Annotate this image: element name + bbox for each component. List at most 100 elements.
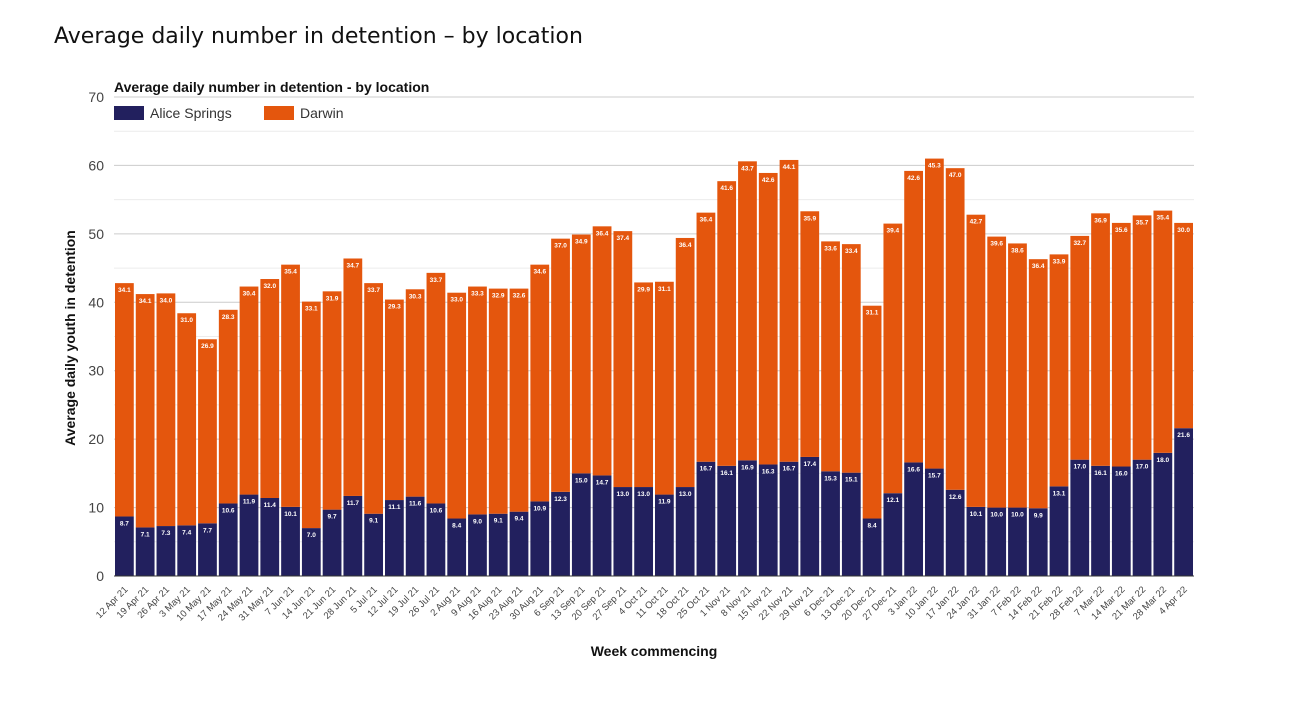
bar-alice-springs bbox=[177, 525, 197, 576]
bar-alice-springs bbox=[239, 494, 259, 576]
bar-alice-springs bbox=[655, 494, 674, 576]
bar-value-label: 31.0 bbox=[180, 317, 193, 324]
bar-darwin bbox=[115, 283, 134, 517]
bar-value-label: 17.0 bbox=[1073, 464, 1086, 471]
bar-darwin bbox=[551, 238, 570, 492]
bar-value-label: 31.9 bbox=[326, 295, 339, 302]
bar-darwin bbox=[343, 258, 363, 496]
bar-darwin bbox=[925, 158, 944, 469]
bar-value-label: 16.7 bbox=[700, 466, 713, 473]
bar-darwin bbox=[862, 305, 882, 519]
bar-alice-springs bbox=[488, 513, 508, 576]
bar-value-label: 21.6 bbox=[1177, 432, 1190, 439]
bar-value-label: 37.0 bbox=[554, 243, 567, 250]
bar-value-label: 39.6 bbox=[990, 241, 1003, 248]
bar-value-label: 36.4 bbox=[700, 217, 713, 224]
bar-value-label: 7.7 bbox=[203, 527, 212, 534]
bar-darwin bbox=[966, 214, 986, 507]
bar-value-label: 15.3 bbox=[824, 475, 837, 482]
bar-value-label: 11.6 bbox=[409, 501, 422, 508]
bar-darwin bbox=[1174, 222, 1193, 429]
bar-alice-springs bbox=[1070, 459, 1090, 576]
bar-value-label: 35.4 bbox=[1157, 215, 1170, 222]
bar-value-label: 30.0 bbox=[1177, 227, 1190, 234]
bar-darwin bbox=[883, 223, 903, 494]
bar-alice-springs bbox=[1008, 507, 1027, 576]
bar-value-label: 39.4 bbox=[887, 228, 900, 235]
bar-value-label: 36.4 bbox=[1032, 263, 1045, 270]
bar-alice-springs bbox=[260, 497, 280, 576]
bar-value-label: 16.1 bbox=[1094, 470, 1107, 477]
bar-value-label: 16.3 bbox=[762, 468, 775, 475]
bar-alice-springs bbox=[738, 460, 757, 576]
bar-alice-springs bbox=[426, 503, 446, 576]
bar-value-label: 7.4 bbox=[182, 529, 191, 536]
bar-alice-springs bbox=[841, 472, 861, 576]
bar-value-label: 35.4 bbox=[284, 269, 297, 276]
bar-value-label: 33.3 bbox=[471, 291, 484, 298]
bar-darwin bbox=[364, 283, 383, 514]
bar-darwin bbox=[1153, 210, 1173, 453]
bar-value-label: 35.9 bbox=[803, 215, 816, 222]
bar-darwin bbox=[717, 181, 737, 466]
bar-alice-springs bbox=[156, 526, 176, 576]
bar-value-label: 32.6 bbox=[513, 293, 526, 300]
bar-alice-springs bbox=[509, 511, 529, 576]
y-tick-label: 50 bbox=[88, 226, 104, 242]
bar-darwin bbox=[1091, 213, 1110, 466]
y-tick-label: 40 bbox=[88, 294, 104, 310]
bar-alice-springs bbox=[343, 495, 363, 576]
bar-value-label: 16.7 bbox=[783, 466, 796, 473]
bar-alice-springs bbox=[779, 461, 799, 576]
y-tick-label: 60 bbox=[88, 157, 104, 173]
bar-darwin bbox=[1028, 259, 1048, 509]
bar-darwin bbox=[1111, 222, 1131, 467]
y-axis-ticks: 0 10 20 30 40 50 60 70 bbox=[88, 89, 104, 584]
bar-value-label: 9.1 bbox=[494, 518, 503, 525]
bar-darwin bbox=[904, 170, 923, 463]
bar-alice-springs bbox=[1111, 466, 1131, 576]
y-tick-label: 30 bbox=[88, 363, 104, 379]
bar-alice-springs bbox=[571, 473, 591, 576]
bar-darwin bbox=[218, 309, 238, 504]
bar-value-label: 34.9 bbox=[575, 239, 588, 246]
legend-swatch bbox=[264, 106, 294, 120]
bar-alice-springs bbox=[405, 496, 425, 576]
bar-value-label: 11.9 bbox=[243, 499, 256, 506]
bar-value-label: 17.4 bbox=[803, 461, 816, 468]
bar-value-label: 9.7 bbox=[328, 514, 337, 521]
chart-title: Average daily number in detention - by l… bbox=[114, 79, 429, 95]
bar-darwin bbox=[800, 211, 820, 457]
bar-value-label: 47.0 bbox=[949, 172, 962, 179]
bar-darwin bbox=[779, 159, 799, 462]
bar-value-label: 30.3 bbox=[409, 293, 422, 300]
bar-value-label: 32.7 bbox=[1073, 240, 1086, 247]
bar-value-label: 7.1 bbox=[141, 531, 150, 538]
bar-value-label: 9.1 bbox=[369, 518, 378, 525]
bar-value-label: 36.9 bbox=[1094, 217, 1107, 224]
bar-value-label: 30.4 bbox=[243, 291, 256, 298]
bar-alice-springs bbox=[364, 513, 383, 576]
bar-alice-springs bbox=[904, 462, 923, 576]
bar-alice-springs bbox=[198, 523, 217, 576]
bar-alice-springs bbox=[717, 465, 737, 576]
bar-value-label: 31.1 bbox=[658, 286, 671, 293]
bar-darwin bbox=[738, 161, 757, 461]
bar-darwin bbox=[301, 301, 321, 529]
bar-alice-springs bbox=[592, 475, 612, 576]
bar-darwin bbox=[322, 291, 342, 510]
bar-value-label: 16.1 bbox=[720, 470, 733, 477]
bar-alice-springs bbox=[1132, 459, 1152, 576]
bar-value-label: 34.6 bbox=[533, 269, 546, 276]
bar-value-label: 12.1 bbox=[887, 497, 900, 504]
bar-value-label: 37.4 bbox=[617, 235, 630, 242]
bar-value-label: 11.4 bbox=[264, 502, 277, 509]
bar-value-label: 45.3 bbox=[928, 163, 941, 170]
bar-alice-springs bbox=[135, 527, 155, 576]
bar-value-label: 10.0 bbox=[1011, 512, 1024, 519]
bar-alice-springs bbox=[925, 468, 944, 576]
bar-value-label: 36.4 bbox=[596, 230, 609, 237]
bar-alice-springs bbox=[115, 516, 134, 576]
bar-darwin bbox=[571, 234, 591, 474]
bar-value-label: 32.0 bbox=[263, 283, 276, 290]
